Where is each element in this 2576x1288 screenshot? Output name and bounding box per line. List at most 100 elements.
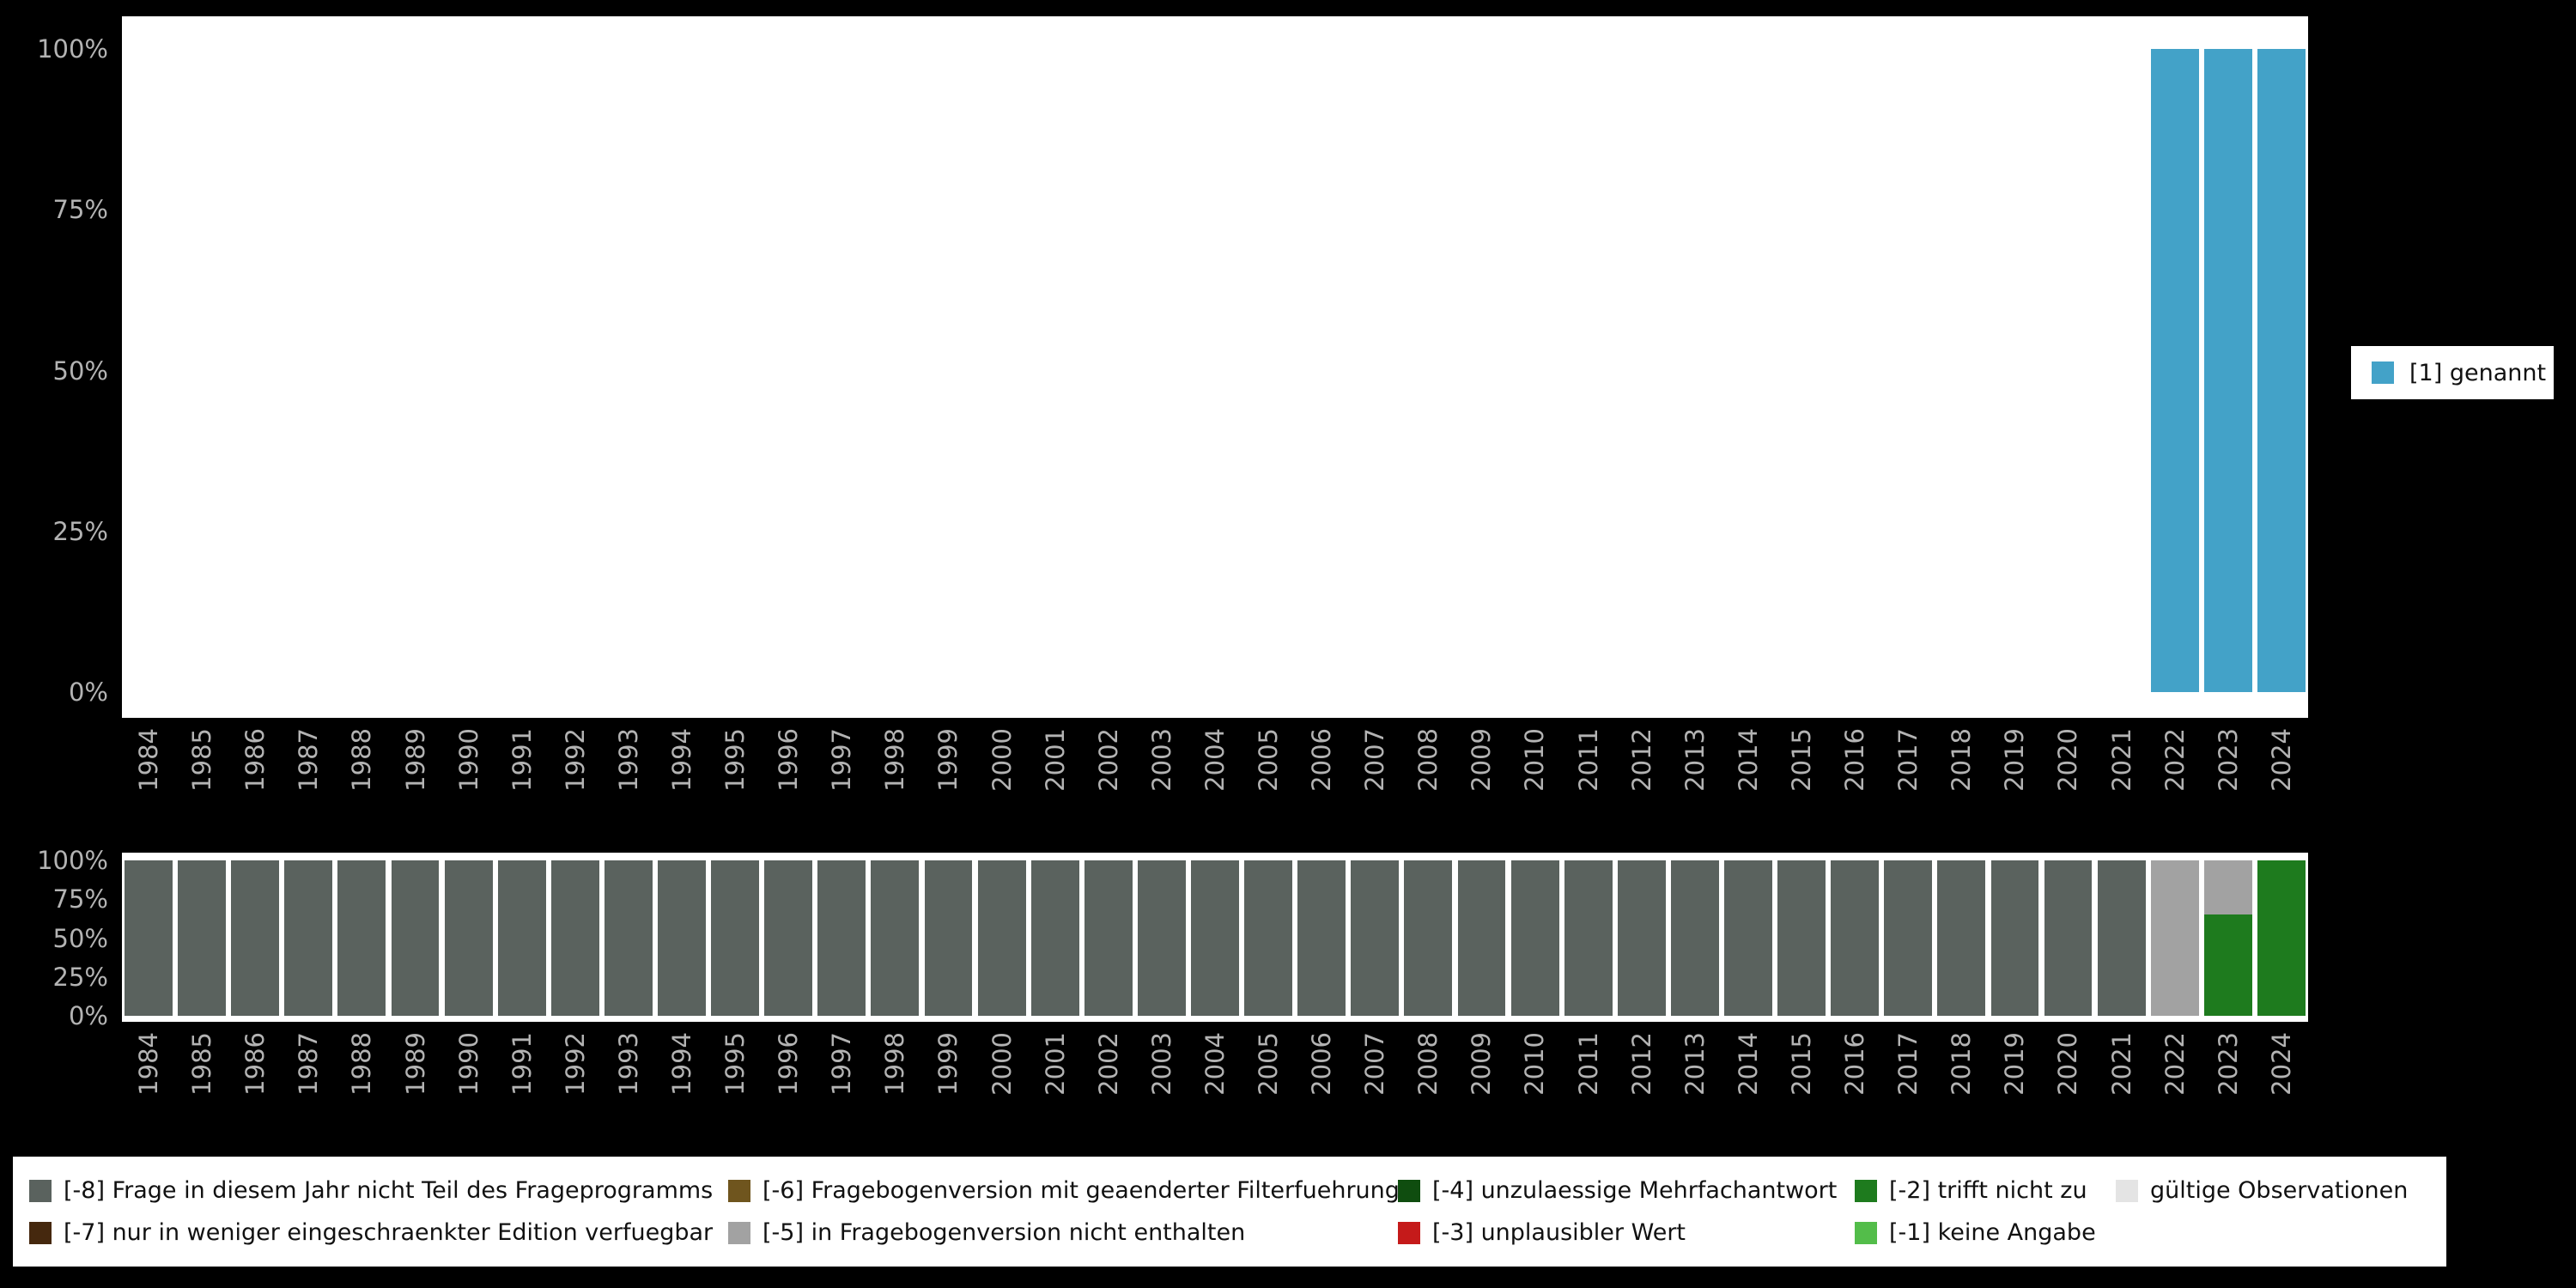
x-tick: 1989	[388, 728, 441, 814]
legend-swatch	[29, 1221, 52, 1244]
x-tick-label: 1992	[560, 1032, 590, 1096]
x-tick-label: 1990	[453, 728, 483, 792]
x-tick: 2006	[1295, 728, 1348, 814]
x-tick: 2011	[1562, 728, 1615, 814]
x-tick-label: 2009	[1467, 728, 1497, 792]
bar-1997	[817, 860, 866, 1016]
x-tick: 2006	[1295, 1032, 1348, 1125]
bar-1994	[658, 860, 706, 1016]
x-tick: 1997	[815, 728, 868, 814]
bar-segment	[337, 860, 386, 1016]
x-tick: 2014	[1722, 1032, 1775, 1125]
legend-item-label: [-4] unzulaessige Mehrfachantwort	[1432, 1177, 1838, 1204]
y-tick-label: 0%	[68, 1001, 108, 1030]
bar-2007	[1351, 860, 1400, 1016]
bar-2022	[2150, 860, 2199, 1016]
x-tick-label: 2020	[2053, 728, 2083, 792]
x-tick: 1988	[335, 728, 388, 814]
x-tick: 2015	[1775, 728, 1828, 814]
y-tick-label: 50%	[52, 923, 108, 953]
bar-2017	[1884, 860, 1933, 1016]
x-tick-label: 2023	[2213, 728, 2243, 792]
x-tick-label: 1984	[134, 728, 164, 792]
x-tick-label: 1993	[613, 728, 643, 792]
x-tick: 2002	[1082, 1032, 1135, 1125]
x-tick-label: 1985	[187, 1032, 217, 1096]
legend-swatch	[2372, 361, 2394, 384]
x-tick: 2015	[1775, 1032, 1828, 1125]
bar-2019	[1990, 860, 2039, 1016]
bar-2004	[1191, 860, 1239, 1016]
bar-1998	[871, 860, 920, 1016]
x-tick-label: 2017	[1893, 728, 1923, 792]
bar-segment	[231, 860, 280, 1016]
bar-segment	[604, 860, 653, 1016]
x-tick: 1984	[122, 1032, 175, 1125]
bar-segment	[1404, 860, 1453, 1016]
x-tick: 2023	[2202, 1032, 2255, 1125]
bar-2005	[1244, 860, 1293, 1016]
bar-segment	[1137, 860, 1186, 1016]
x-tick: 1990	[442, 728, 495, 814]
x-tick: 1997	[815, 1032, 868, 1125]
y-tick-label: 75%	[52, 195, 108, 225]
legend-swatch	[1398, 1221, 1420, 1244]
x-tick-label: 1996	[774, 728, 804, 792]
x-tick: 1986	[228, 728, 282, 814]
x-tick-label: 1986	[240, 728, 270, 792]
x-tick-label: 2001	[1040, 1032, 1070, 1096]
x-tick: 1994	[655, 1032, 708, 1125]
bar-2009	[1457, 860, 1506, 1016]
x-tick: 2020	[2041, 1032, 2094, 1125]
x-tick-label: 2013	[1680, 1032, 1710, 1096]
bar-segment	[2203, 914, 2252, 1016]
bar-2006	[1297, 860, 1346, 1016]
x-tick: 1996	[762, 1032, 815, 1125]
x-tick-label: 2000	[987, 1032, 1017, 1096]
legend-swatch	[1855, 1221, 1877, 1244]
x-tick-label: 1988	[347, 1032, 377, 1096]
x-tick: 2000	[975, 728, 1029, 814]
x-tick: 2022	[2148, 1032, 2202, 1125]
bar-segment	[1510, 860, 1559, 1016]
x-tick: 1999	[921, 728, 975, 814]
legend-item: [-4] unzulaessige Mehrfachantwort	[1398, 1177, 1855, 1204]
x-tick: 1991	[495, 728, 549, 814]
x-tick-label: 2004	[1200, 1032, 1230, 1096]
x-tick-label: 2005	[1254, 728, 1284, 792]
x-tick: 2004	[1188, 1032, 1242, 1125]
x-tick-label: 1999	[933, 728, 963, 792]
legend-item: [-8] Frage in diesem Jahr nicht Teil des…	[29, 1177, 728, 1204]
x-tick-label: 2022	[2160, 1032, 2190, 1096]
missing-values-legend: [-8] Frage in diesem Jahr nicht Teil des…	[13, 1157, 2446, 1267]
x-tick-label: 1993	[613, 1032, 643, 1096]
x-tick: 2014	[1722, 728, 1775, 814]
x-tick: 2012	[1615, 1032, 1668, 1125]
legend-item: [-2] trifft nicht zu	[1855, 1177, 2116, 1204]
x-tick-label: 2018	[1947, 1032, 1977, 1096]
x-tick: 2003	[1135, 1032, 1188, 1125]
x-tick: 1985	[175, 728, 228, 814]
x-tick: 1993	[602, 728, 655, 814]
y-tick-label: 50%	[52, 355, 108, 386]
bar-2021	[2097, 860, 2146, 1016]
legend-item-label: gültige Observationen	[2150, 1177, 2409, 1204]
x-tick-label: 2002	[1093, 728, 1123, 792]
x-tick-label: 2006	[1307, 728, 1337, 792]
x-tick-label: 2022	[2160, 728, 2190, 792]
x-tick: 1992	[549, 1032, 602, 1125]
bar-2000	[977, 860, 1026, 1016]
bar-segment	[2097, 860, 2146, 1016]
legend-item-label: [-2] trifft nicht zu	[1889, 1177, 2087, 1204]
missing-values-y-axis: 100% 75% 50% 25% 0%	[0, 0, 113, 1288]
x-tick: 1995	[708, 1032, 762, 1125]
x-tick: 1988	[335, 1032, 388, 1125]
bar-1995	[711, 860, 760, 1016]
legend-swatch	[29, 1179, 52, 1202]
x-tick: 1999	[921, 1032, 975, 1125]
bar-segment	[2203, 49, 2252, 692]
x-tick-label: 2008	[1413, 1032, 1443, 1096]
x-tick-label: 2021	[2106, 1032, 2136, 1096]
valid-values-x-axis: 1984 1985 1986 1987 1988 1989 1990 1991 1992 1993…	[122, 728, 2308, 814]
bar-segment	[1457, 860, 1506, 1016]
